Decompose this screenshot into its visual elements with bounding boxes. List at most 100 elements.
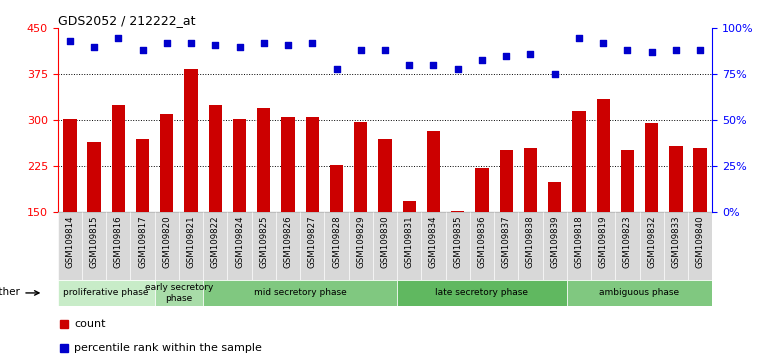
- Text: mid secretory phase: mid secretory phase: [254, 289, 346, 297]
- Text: GSM109838: GSM109838: [526, 215, 535, 268]
- Point: [185, 40, 197, 46]
- Text: GSM109833: GSM109833: [671, 215, 681, 268]
- Bar: [615, 212, 640, 280]
- Text: GSM109834: GSM109834: [429, 215, 438, 268]
- Bar: [252, 212, 276, 280]
- Text: ambiguous phase: ambiguous phase: [600, 289, 680, 297]
- Bar: [257, 108, 270, 212]
- Bar: [669, 146, 682, 212]
- Bar: [567, 212, 591, 280]
- Bar: [349, 212, 373, 280]
- Bar: [324, 212, 349, 280]
- Text: GSM109827: GSM109827: [308, 215, 316, 268]
- Text: GSM109832: GSM109832: [647, 215, 656, 268]
- Bar: [106, 212, 130, 280]
- Point: [161, 40, 173, 46]
- Bar: [58, 212, 82, 280]
- Text: GSM109823: GSM109823: [623, 215, 632, 268]
- Bar: [470, 212, 494, 280]
- Bar: [640, 212, 664, 280]
- Bar: [63, 119, 76, 212]
- Bar: [179, 212, 203, 280]
- Bar: [591, 212, 615, 280]
- Text: GSM109815: GSM109815: [89, 215, 99, 268]
- Bar: [112, 105, 125, 212]
- Bar: [451, 211, 464, 212]
- Text: GDS2052 / 212222_at: GDS2052 / 212222_at: [58, 14, 196, 27]
- Bar: [421, 212, 446, 280]
- Text: count: count: [74, 319, 105, 329]
- Point: [306, 40, 319, 46]
- Bar: [378, 139, 392, 212]
- Bar: [88, 142, 101, 212]
- Point: [573, 35, 585, 40]
- Bar: [354, 121, 367, 212]
- Bar: [155, 280, 203, 306]
- Bar: [500, 150, 513, 212]
- Bar: [597, 99, 610, 212]
- Bar: [688, 212, 712, 280]
- Text: GSM109816: GSM109816: [114, 215, 123, 268]
- Text: GSM109819: GSM109819: [598, 215, 608, 268]
- Bar: [209, 105, 222, 212]
- Bar: [227, 212, 252, 280]
- Text: GSM109830: GSM109830: [380, 215, 390, 268]
- Point: [88, 44, 100, 50]
- Bar: [494, 212, 518, 280]
- Point: [330, 66, 343, 72]
- Point: [355, 47, 367, 53]
- Bar: [403, 201, 416, 212]
- Bar: [572, 111, 586, 212]
- Bar: [130, 212, 155, 280]
- Text: GSM109829: GSM109829: [357, 215, 365, 268]
- Bar: [548, 182, 561, 212]
- Point: [233, 44, 246, 50]
- Point: [403, 62, 415, 68]
- Point: [64, 38, 76, 44]
- Text: GSM109821: GSM109821: [186, 215, 196, 268]
- Text: GSM109828: GSM109828: [332, 215, 341, 268]
- Text: GSM109825: GSM109825: [259, 215, 268, 268]
- Bar: [446, 212, 470, 280]
- Bar: [427, 131, 440, 212]
- Bar: [475, 168, 489, 212]
- Point: [451, 66, 464, 72]
- Text: GSM109814: GSM109814: [65, 215, 75, 268]
- Text: GSM109826: GSM109826: [283, 215, 293, 268]
- Bar: [694, 148, 707, 212]
- Bar: [233, 119, 246, 212]
- Point: [621, 47, 634, 53]
- Point: [282, 42, 294, 48]
- Bar: [397, 280, 567, 306]
- Bar: [136, 139, 149, 212]
- Bar: [281, 117, 295, 212]
- Text: GSM109820: GSM109820: [162, 215, 172, 268]
- Text: GSM109824: GSM109824: [235, 215, 244, 268]
- Point: [379, 47, 391, 53]
- Text: GSM109836: GSM109836: [477, 215, 487, 268]
- Text: GSM109840: GSM109840: [695, 215, 705, 268]
- Bar: [82, 212, 106, 280]
- Text: GSM109822: GSM109822: [211, 215, 219, 268]
- Bar: [58, 280, 155, 306]
- Bar: [300, 212, 324, 280]
- Point: [548, 72, 561, 77]
- Bar: [664, 212, 688, 280]
- Point: [597, 40, 609, 46]
- Text: proliferative phase: proliferative phase: [63, 289, 149, 297]
- Bar: [621, 150, 634, 212]
- Point: [670, 47, 682, 53]
- Text: GSM109818: GSM109818: [574, 215, 584, 268]
- Point: [112, 35, 125, 40]
- Bar: [184, 69, 198, 212]
- Point: [427, 62, 440, 68]
- Bar: [524, 148, 537, 212]
- Text: GSM109839: GSM109839: [551, 215, 559, 268]
- Point: [524, 51, 537, 57]
- Text: GSM109817: GSM109817: [138, 215, 147, 268]
- Point: [500, 53, 512, 59]
- Bar: [330, 165, 343, 212]
- Bar: [160, 114, 173, 212]
- Bar: [276, 212, 300, 280]
- Bar: [567, 280, 712, 306]
